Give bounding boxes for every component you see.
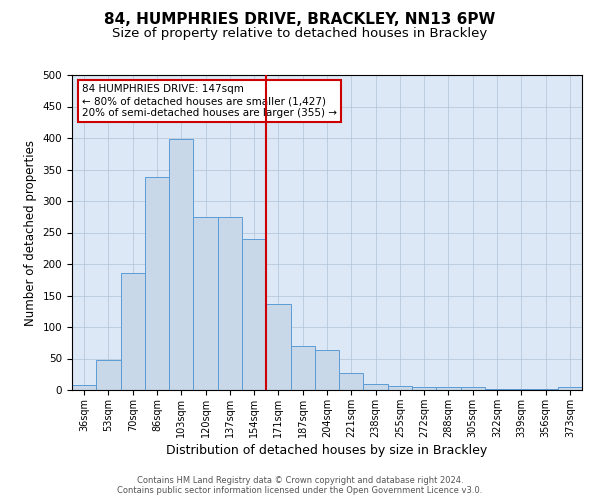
- Text: Size of property relative to detached houses in Brackley: Size of property relative to detached ho…: [112, 28, 488, 40]
- Text: 84, HUMPHRIES DRIVE, BRACKLEY, NN13 6PW: 84, HUMPHRIES DRIVE, BRACKLEY, NN13 6PW: [104, 12, 496, 28]
- Bar: [436, 388, 461, 390]
- Bar: [96, 360, 121, 390]
- Text: 84 HUMPHRIES DRIVE: 147sqm
← 80% of detached houses are smaller (1,427)
20% of s: 84 HUMPHRIES DRIVE: 147sqm ← 80% of deta…: [82, 84, 337, 117]
- Bar: [315, 350, 339, 390]
- Bar: [388, 386, 412, 390]
- Bar: [169, 140, 193, 390]
- Bar: [242, 239, 266, 390]
- Text: Contains HM Land Registry data © Crown copyright and database right 2024.
Contai: Contains HM Land Registry data © Crown c…: [118, 476, 482, 495]
- X-axis label: Distribution of detached houses by size in Brackley: Distribution of detached houses by size …: [166, 444, 488, 457]
- Bar: [145, 177, 169, 390]
- Bar: [266, 304, 290, 390]
- Bar: [412, 387, 436, 390]
- Bar: [290, 346, 315, 390]
- Y-axis label: Number of detached properties: Number of detached properties: [24, 140, 37, 326]
- Bar: [364, 384, 388, 390]
- Bar: [193, 217, 218, 390]
- Bar: [121, 274, 145, 390]
- Bar: [72, 385, 96, 390]
- Bar: [461, 388, 485, 390]
- Bar: [218, 217, 242, 390]
- Bar: [558, 388, 582, 390]
- Bar: [339, 373, 364, 390]
